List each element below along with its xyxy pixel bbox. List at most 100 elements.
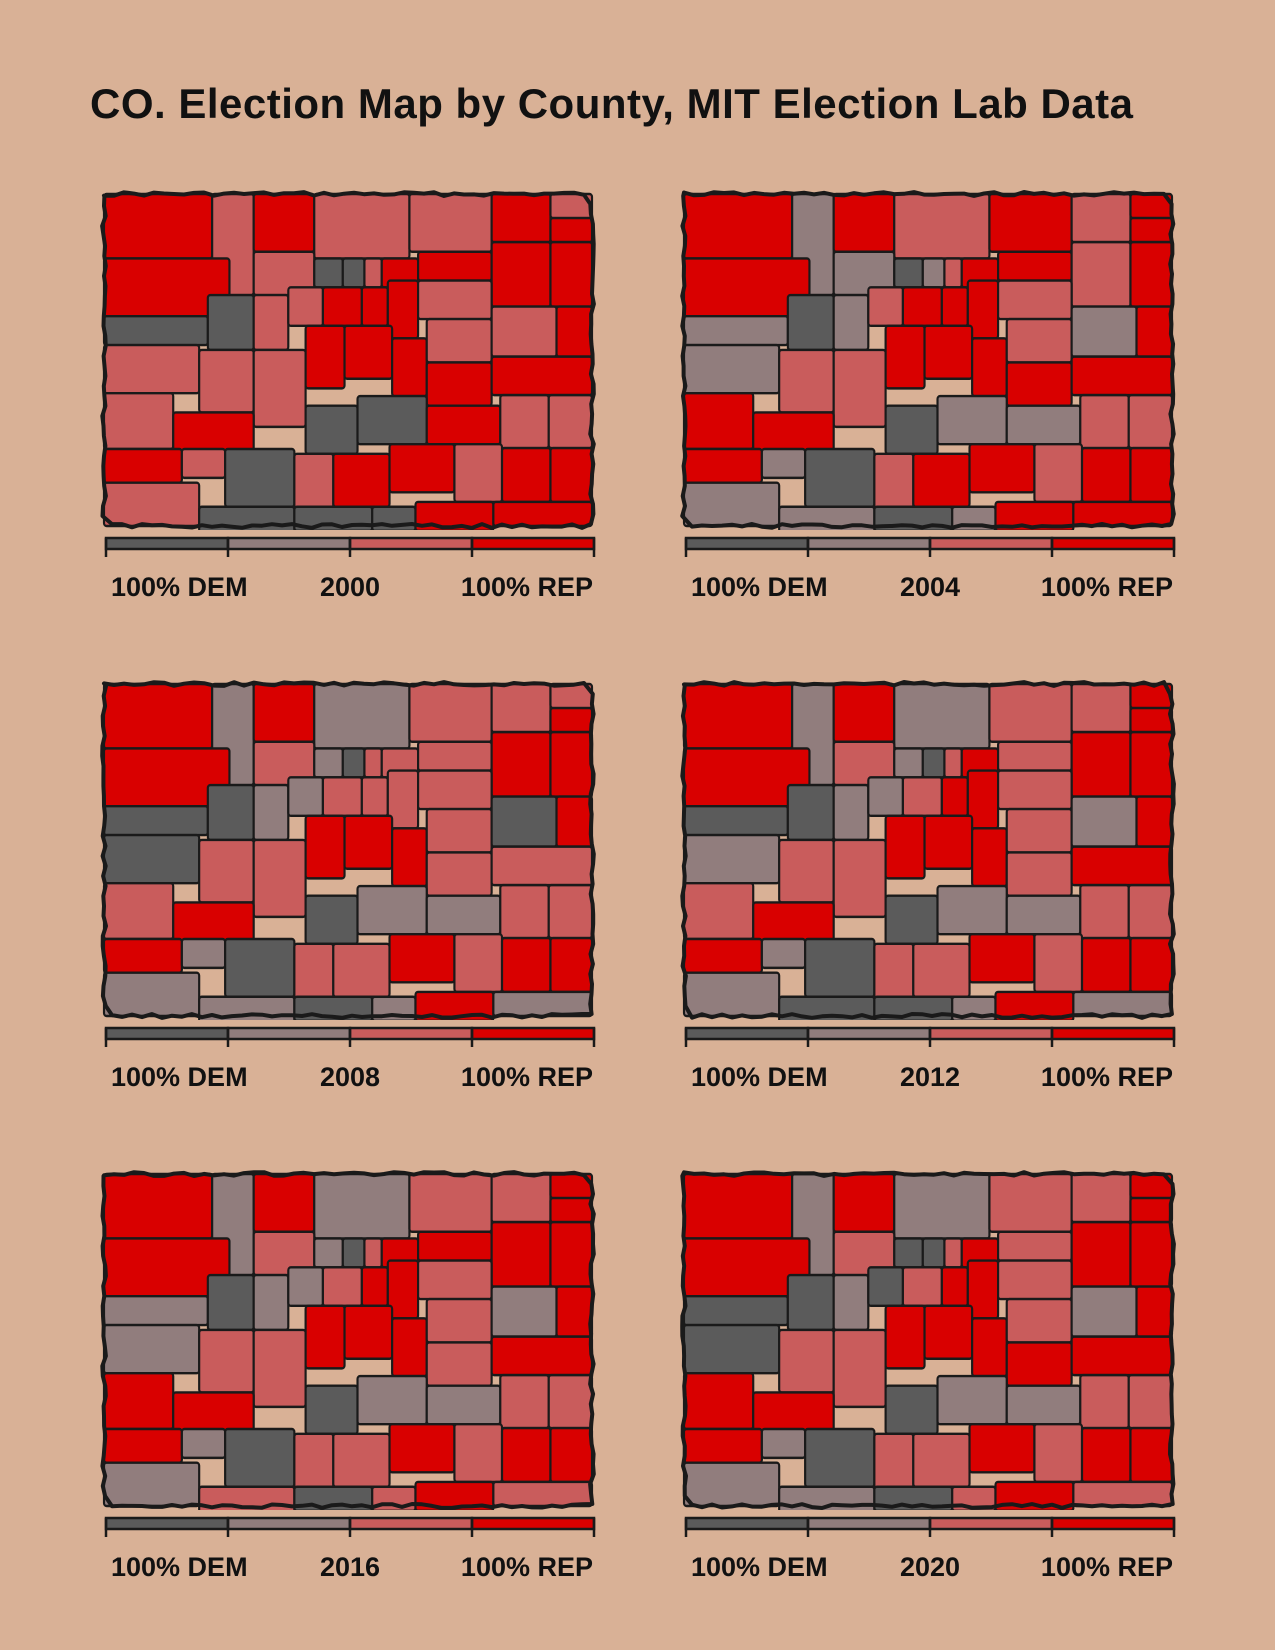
county-region bbox=[923, 1304, 974, 1360]
county-region bbox=[417, 250, 493, 282]
county-region bbox=[682, 391, 755, 451]
year-label: 2008 bbox=[319, 1062, 381, 1092]
map-panel-2020: 100% DEM 2020 100% REP bbox=[680, 1170, 1180, 1600]
county-region bbox=[313, 257, 344, 289]
county-region bbox=[1033, 442, 1084, 504]
legend-swatch-rep-strong bbox=[470, 1026, 596, 1041]
county-region bbox=[549, 1426, 594, 1484]
county-map-2008 bbox=[100, 680, 596, 1020]
county-region bbox=[313, 682, 411, 750]
county-region bbox=[1070, 845, 1174, 887]
county-region bbox=[940, 286, 969, 328]
county-region bbox=[682, 315, 789, 347]
county-region bbox=[1070, 240, 1132, 308]
county-region bbox=[102, 1461, 201, 1508]
county-region bbox=[313, 1172, 411, 1240]
county-region bbox=[343, 324, 394, 380]
county-region bbox=[997, 279, 1073, 321]
county-region bbox=[682, 1371, 755, 1431]
state-outline bbox=[680, 1170, 1176, 1510]
county-region bbox=[252, 838, 307, 919]
legend-swatch-rep-strong bbox=[1050, 1026, 1176, 1041]
county-region bbox=[1005, 1384, 1082, 1426]
county-region bbox=[1033, 1422, 1084, 1484]
legend-swatch-dem-lean bbox=[806, 1026, 932, 1041]
county-region bbox=[499, 883, 550, 940]
county-region bbox=[682, 971, 781, 1018]
county-region bbox=[490, 305, 558, 358]
county-region bbox=[832, 783, 870, 842]
county-region bbox=[1005, 807, 1073, 854]
county-region bbox=[1005, 317, 1073, 364]
county-region bbox=[549, 706, 594, 734]
county-region bbox=[549, 936, 594, 994]
year-label: 2000 bbox=[319, 572, 381, 602]
county-region bbox=[1135, 1285, 1174, 1338]
county-region bbox=[332, 942, 391, 998]
county-region bbox=[206, 293, 255, 352]
map-panel-2008: 100% DEM 2008 100% REP bbox=[100, 680, 600, 1110]
county-region bbox=[940, 1266, 969, 1308]
county-region bbox=[198, 838, 255, 904]
county-region bbox=[682, 481, 781, 528]
county-region bbox=[1070, 1172, 1132, 1224]
county-region bbox=[500, 936, 552, 994]
county-region bbox=[921, 747, 946, 779]
county-region bbox=[343, 1304, 394, 1360]
county-region bbox=[968, 932, 1036, 984]
county-region bbox=[490, 1220, 552, 1288]
county-region bbox=[921, 1237, 946, 1269]
county-region bbox=[968, 442, 1036, 494]
county-region bbox=[490, 1285, 558, 1338]
legend-swatch-rep-lean bbox=[348, 1516, 474, 1531]
county-region bbox=[1135, 795, 1174, 848]
county-region bbox=[1127, 393, 1174, 450]
county-region bbox=[682, 682, 794, 750]
county-region bbox=[287, 776, 324, 818]
county-region bbox=[304, 324, 346, 390]
county-region bbox=[1079, 393, 1130, 450]
legend-label-dem: 100% DEM bbox=[691, 1062, 828, 1092]
county-region bbox=[901, 286, 943, 328]
county-region bbox=[490, 1172, 552, 1224]
county-region bbox=[500, 446, 552, 504]
county-region bbox=[102, 391, 175, 451]
county-region bbox=[304, 1384, 359, 1436]
county-region bbox=[252, 783, 290, 842]
county-region bbox=[492, 500, 594, 528]
county-region bbox=[549, 1220, 594, 1288]
county-region bbox=[1005, 894, 1082, 936]
county-region bbox=[760, 447, 807, 480]
county-region bbox=[1072, 1480, 1174, 1508]
county-region bbox=[180, 937, 227, 970]
county-region bbox=[453, 442, 504, 504]
county-region bbox=[341, 257, 366, 289]
county-region bbox=[786, 293, 835, 352]
legend-swatch-dem-lean bbox=[226, 536, 352, 551]
legend-swatch-rep-lean bbox=[348, 1026, 474, 1041]
county-region bbox=[971, 1317, 1008, 1378]
county-region bbox=[547, 393, 594, 450]
county-region bbox=[356, 394, 428, 446]
county-region bbox=[555, 305, 594, 358]
county-region bbox=[1129, 1196, 1174, 1224]
county-region bbox=[388, 932, 456, 984]
county-region bbox=[832, 293, 870, 352]
legend-label-dem: 100% DEM bbox=[691, 572, 828, 602]
county-region bbox=[425, 1341, 493, 1387]
county-region bbox=[555, 795, 594, 848]
county-region bbox=[417, 769, 493, 811]
county-region bbox=[1129, 216, 1174, 244]
county-region bbox=[1072, 990, 1174, 1018]
county-region bbox=[549, 216, 594, 244]
county-region bbox=[832, 348, 887, 429]
legend-label-rep: 100% REP bbox=[1040, 572, 1173, 602]
county-region bbox=[988, 682, 1073, 743]
county-region bbox=[1129, 1426, 1174, 1484]
county-region bbox=[343, 814, 394, 870]
county-region bbox=[252, 348, 307, 429]
county-region bbox=[936, 884, 1008, 936]
county-region bbox=[224, 447, 296, 508]
county-region bbox=[102, 481, 201, 528]
county-region bbox=[304, 814, 346, 880]
